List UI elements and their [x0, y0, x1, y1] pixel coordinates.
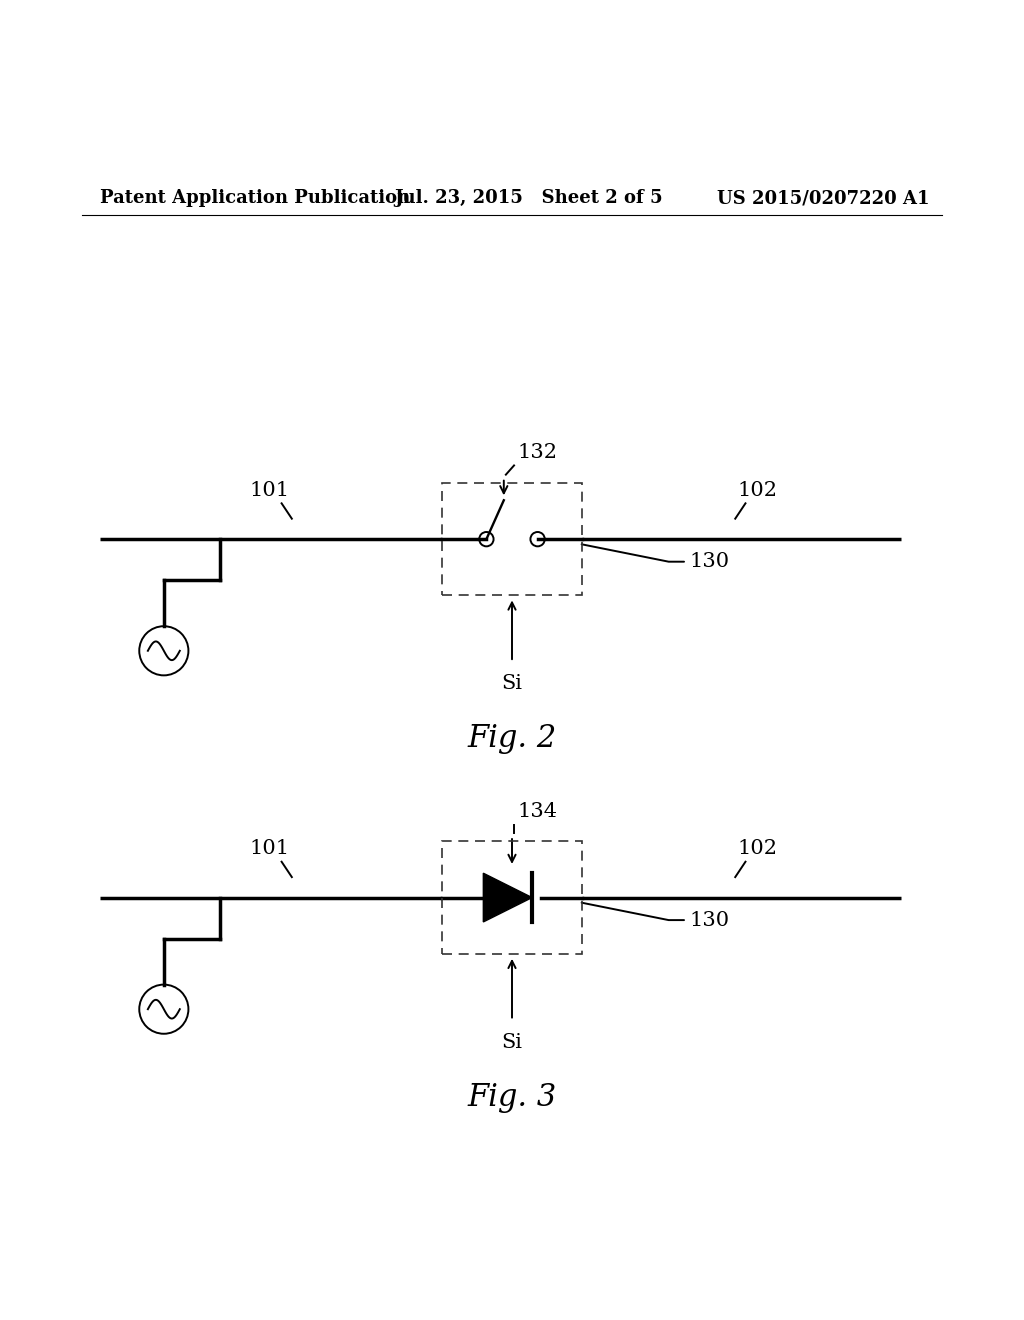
Text: 101: 101 — [249, 480, 290, 499]
Text: Jul. 23, 2015   Sheet 2 of 5: Jul. 23, 2015 Sheet 2 of 5 — [394, 189, 663, 207]
Text: Patent Application Publication: Patent Application Publication — [100, 189, 411, 207]
Bar — [442, 841, 582, 954]
Text: 101: 101 — [249, 840, 290, 858]
Text: 130: 130 — [689, 552, 729, 572]
Text: 102: 102 — [737, 480, 778, 499]
Text: Si: Si — [502, 1032, 522, 1052]
Polygon shape — [483, 874, 532, 921]
Text: US 2015/0207220 A1: US 2015/0207220 A1 — [717, 189, 930, 207]
Text: Si: Si — [502, 675, 522, 693]
Text: Fig. 3: Fig. 3 — [467, 1082, 557, 1113]
Text: Fig. 2: Fig. 2 — [467, 723, 557, 754]
Text: 134: 134 — [517, 801, 557, 821]
Text: 130: 130 — [689, 911, 729, 929]
Bar — [442, 483, 582, 595]
Text: 102: 102 — [737, 840, 778, 858]
Text: 132: 132 — [517, 444, 557, 462]
